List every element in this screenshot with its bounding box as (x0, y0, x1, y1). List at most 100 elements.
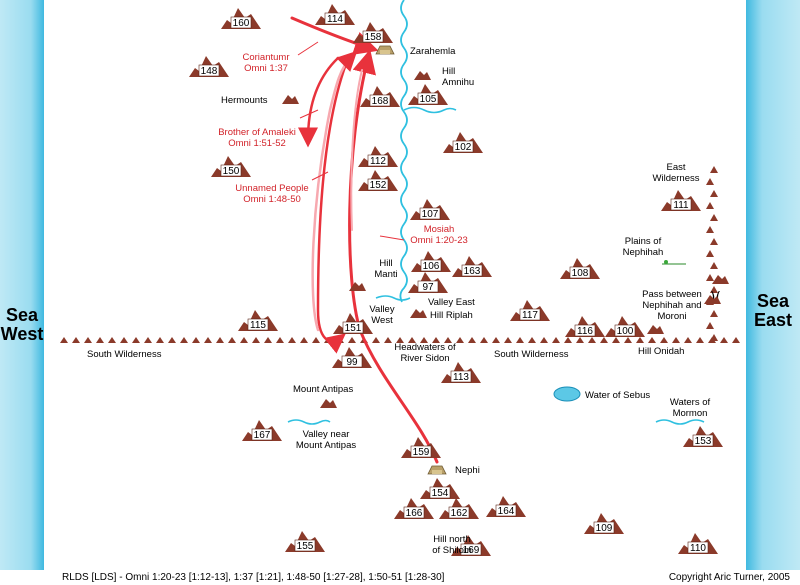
mountain-148: 148 (189, 56, 229, 77)
ridge-peak-icon (120, 337, 128, 343)
ridge-peak-icon (564, 337, 572, 343)
ridge-peak-icon (600, 337, 608, 343)
mountain-154: 154 (420, 478, 460, 499)
mountain-164: 164 (486, 496, 526, 517)
route-coriantumr (290, 16, 379, 55)
waters-mormon-water (655, 419, 705, 425)
ridge-peak-icon (710, 166, 718, 173)
ridge-peak-icon (204, 337, 212, 343)
ridge-peak-icon (612, 337, 620, 343)
ridge-peak-icon (168, 337, 176, 343)
ridge-peak-icon (624, 337, 632, 343)
sea-west (0, 0, 44, 570)
ridge-peak-icon (706, 226, 714, 233)
label-headwaters-sidon: Headwaters of River Sidon (394, 342, 456, 364)
mountain-number: 160 (233, 18, 250, 29)
ridge-peak-icon (300, 337, 308, 343)
ridge-peak-icon (710, 214, 718, 221)
mountain-150: 150 (211, 156, 251, 177)
label-water-sebus: Water of Sebus (585, 390, 651, 401)
ridge-peak-icon (432, 337, 440, 343)
hill-icon (712, 275, 729, 284)
ridge-peak-icon (528, 337, 536, 343)
mountain-number: 148 (201, 66, 218, 77)
ridge-peak-icon (552, 337, 560, 343)
ridge-peak-icon (372, 337, 380, 343)
mountain-number: 112 (370, 156, 386, 167)
river-tributary (403, 106, 457, 114)
mountain-number: 154 (432, 488, 449, 499)
mountain-number: 117 (522, 310, 538, 321)
label-valley-west: Valley West (369, 304, 395, 326)
mountain-169: 169 (451, 535, 491, 556)
hill-icon (704, 295, 721, 304)
mountain-97: 97 (408, 272, 448, 293)
ridge-peak-icon (72, 337, 80, 343)
small-hills (282, 71, 729, 408)
hill-icon (282, 95, 299, 104)
mountain-107: 107 (410, 199, 450, 220)
numbered-mountains: 160 114 158 148 168 105 102 112 150 152 107 106 163 9… (189, 4, 723, 556)
label-hill-manti: Hill Manti (374, 258, 398, 280)
mountain-166: 166 (394, 498, 434, 519)
ridge-peak-icon (132, 337, 140, 343)
mountain-number: 99 (346, 357, 358, 368)
river-valley-east (375, 295, 411, 301)
mountain-number: 97 (422, 282, 434, 293)
plains-nephihah-grass-icon (662, 260, 686, 265)
ridge-peak-icon (576, 337, 584, 343)
mountain-number: 115 (250, 320, 266, 331)
ridge-peak-icon (252, 337, 260, 343)
ridge-peak-icon (516, 337, 524, 343)
ridge-peak-icon (706, 178, 714, 185)
mountain-158: 158 (353, 22, 393, 43)
ridge-peak-icon (648, 337, 656, 343)
valley-antipas-water (287, 419, 331, 425)
ridge-peak-icon (672, 337, 680, 343)
label-valley-antipas: Valley near Mount Antipas (295, 429, 357, 451)
mountain-number: 116 (577, 326, 593, 337)
route-mosiah (348, 49, 439, 464)
label-nephi: Nephi (455, 465, 480, 476)
mountain-105: 105 (408, 84, 448, 105)
ridge-peak-icon (84, 337, 92, 343)
mountain-number: 150 (223, 166, 240, 177)
mountain-number: 100 (617, 326, 634, 337)
sea-west-label: Sea West (0, 306, 44, 344)
mountain-number: 164 (498, 506, 515, 517)
mountain-112: 112 (358, 146, 398, 167)
hill-icon (410, 309, 427, 318)
ridge-peak-icon (660, 337, 668, 343)
ridge-peak-icon (288, 337, 296, 343)
ridge-peak-icon (228, 337, 236, 343)
mountain-number: 166 (406, 508, 423, 519)
label-zarahemla: Zarahemla (410, 46, 456, 57)
label-waters-mormon: Waters of Mormon (669, 397, 711, 419)
ridge-peak-icon (588, 337, 596, 343)
river-sidon (399, 0, 408, 303)
ridge-peak-icon (710, 262, 718, 269)
ridge-peak-icon (504, 337, 512, 343)
ridge-peak-icon (468, 337, 476, 343)
mountain-153: 153 (683, 426, 723, 447)
ridge-peak-icon (96, 337, 104, 343)
mountain-108: 108 (560, 258, 600, 279)
mountain-number: 110 (690, 543, 706, 554)
mountain-155: 155 (285, 531, 325, 552)
mountain-160: 160 (221, 8, 261, 29)
label-plains-nephihah: Plains of Nephihah (622, 236, 664, 258)
ridge-peak-icon (348, 337, 356, 343)
ridge-peak-icon (396, 337, 404, 343)
mountain-number: 162 (451, 508, 468, 519)
ridge-peak-icon (706, 322, 714, 329)
mountain-110: 110 (678, 533, 718, 554)
label-south-wilderness-east: South Wilderness (494, 349, 569, 360)
water-sebus-lake (553, 386, 581, 402)
ridge-peak-icon (710, 286, 718, 293)
mountain-number: 163 (464, 266, 481, 277)
mountain-number: 169 (463, 545, 480, 556)
mountain-113: 113 (441, 362, 481, 383)
ridge-peak-icon (706, 274, 714, 281)
mountain-number: 152 (370, 180, 387, 191)
